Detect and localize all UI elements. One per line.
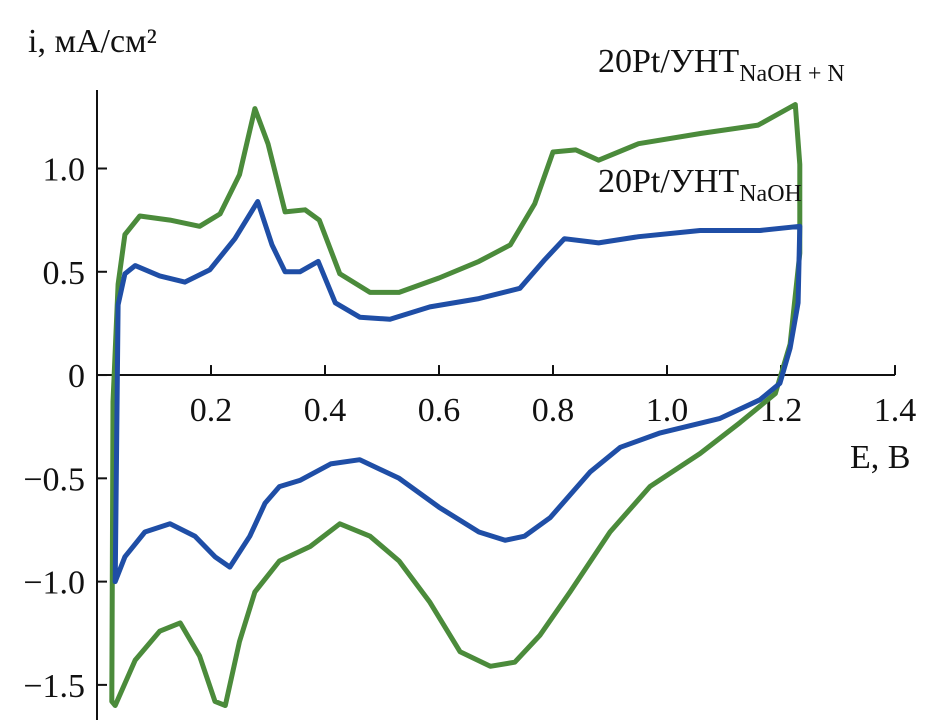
x-tick-label: 0.6: [418, 392, 461, 429]
x-tick-label: 1.0: [646, 392, 689, 429]
legend-subscript: NaOH: [739, 181, 802, 207]
y-tick-label: −0.5: [23, 461, 85, 498]
x-tick-label: 0.2: [190, 392, 233, 429]
x-tick-label: 0.4: [304, 392, 347, 429]
y-tick-label: 0: [68, 358, 85, 395]
y-tick-label: 0.5: [43, 255, 86, 292]
x-tick-label: 1.4: [874, 392, 917, 429]
x-tick-label: 0.8: [532, 392, 575, 429]
legend-subscript: NaOH + N: [739, 61, 845, 87]
y-tick-label: 1.0: [43, 151, 86, 188]
legend-name: 20Pt/УНТ: [598, 43, 739, 80]
legend-name: 20Pt/УНТ: [598, 163, 739, 200]
x-axis-label: E, В: [850, 439, 910, 476]
series-line: [112, 199, 803, 585]
legend-label: 20Pt/УНТNaOH + N: [598, 43, 845, 87]
y-axis-label: i, мА/см²: [28, 23, 157, 60]
series-line: [109, 102, 803, 708]
legend-label: 20Pt/УНТNaOH: [598, 163, 802, 207]
y-tick-label: −1.0: [23, 565, 85, 602]
y-tick-label: −1.5: [23, 668, 85, 705]
